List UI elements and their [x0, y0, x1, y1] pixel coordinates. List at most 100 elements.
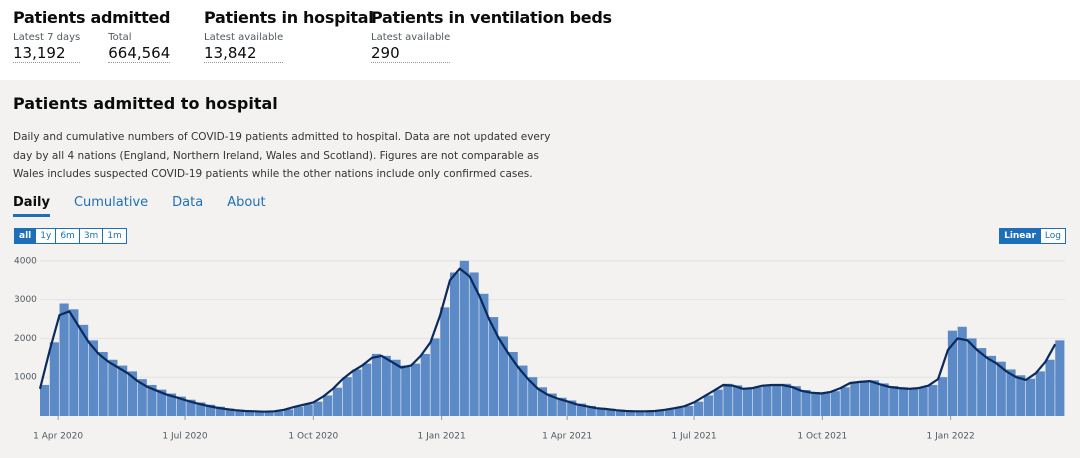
- headline-title: Patients admitted: [13, 8, 171, 27]
- headline-item: Latest 7 days 13,192: [13, 27, 81, 63]
- tab[interactable]: Cumulative: [73, 195, 149, 210]
- bar: [440, 307, 450, 416]
- bar: [284, 409, 294, 416]
- tab[interactable]: Data: [172, 195, 204, 210]
- bar: [918, 387, 928, 416]
- headline-item: Latest available 290: [371, 27, 451, 63]
- bar: [625, 410, 635, 416]
- headline-label: Latest available: [204, 32, 284, 43]
- x-tick-label: 1 Apr 2020: [33, 432, 83, 442]
- bar: [264, 411, 274, 416]
- bar: [342, 377, 352, 416]
- bar: [557, 397, 567, 416]
- bar: [69, 309, 79, 416]
- average-line: [38, 267, 1057, 413]
- bar: [713, 389, 723, 416]
- bar: [205, 404, 216, 416]
- x-tick-label: 1 Apr 2021: [542, 432, 592, 442]
- bar: [850, 381, 860, 416]
- range-button[interactable]: 6m: [55, 228, 80, 244]
- y-tick-label: 1000: [14, 373, 37, 383]
- bar: [147, 384, 157, 416]
- bar: [401, 365, 411, 416]
- bar: [498, 336, 508, 416]
- headline-group: Patients admitted Latest 7 days 13,192 Tota…: [13, 8, 198, 63]
- bar: [791, 386, 801, 416]
- bar: [596, 407, 606, 416]
- bar: [88, 340, 98, 416]
- bar: [137, 379, 147, 416]
- bar: [811, 391, 821, 416]
- bar: [733, 385, 743, 416]
- bar: [674, 407, 684, 416]
- bar: [645, 411, 655, 416]
- bar: [479, 293, 489, 416]
- bar: [820, 392, 831, 416]
- range-button[interactable]: 1m: [102, 228, 127, 244]
- bar: [938, 377, 948, 416]
- bar: [489, 317, 499, 416]
- headline-group: Patients in hospital Latest available 13,8…: [204, 8, 374, 63]
- bar: [459, 260, 469, 416]
- bar: [977, 348, 987, 416]
- bar: [235, 409, 245, 416]
- bar: [108, 359, 118, 416]
- bar: [860, 380, 870, 416]
- bar: [352, 369, 362, 416]
- bar: [518, 365, 528, 416]
- bar: [762, 384, 772, 416]
- bar: [635, 411, 645, 416]
- y-tick-label: 3000: [14, 295, 37, 305]
- bar: [381, 355, 391, 416]
- bar: [723, 383, 733, 416]
- range-button[interactable]: 3m: [78, 228, 104, 244]
- bar: [420, 353, 430, 416]
- headline-title: Patients in ventilation beds: [371, 8, 612, 27]
- bar: [947, 330, 958, 416]
- bar: [772, 384, 782, 416]
- bar: [986, 355, 997, 416]
- y-tick-label: 4000: [14, 256, 37, 266]
- bar: [225, 408, 235, 416]
- bar: [469, 272, 479, 416]
- x-tick-label: 1 Jul 2021: [671, 432, 716, 442]
- bar: [889, 386, 899, 416]
- scale-button[interactable]: Log: [1039, 228, 1066, 244]
- bar: [430, 338, 440, 416]
- headline-title: Patients in hospital: [204, 8, 374, 27]
- bar: [450, 272, 460, 416]
- range-button[interactable]: all: [14, 228, 37, 244]
- bar: [79, 324, 89, 416]
- bar: [967, 338, 977, 416]
- bar: [869, 380, 879, 416]
- bar: [1045, 359, 1055, 416]
- tab[interactable]: Daily: [13, 195, 50, 217]
- bar: [313, 401, 323, 416]
- x-tick-label: 1 Jan 2021: [418, 432, 466, 442]
- bar: [254, 411, 264, 416]
- bar: [547, 393, 557, 416]
- scale-button[interactable]: Linear: [999, 228, 1041, 244]
- bar: [157, 389, 167, 416]
- y-tick-label: 2000: [14, 334, 37, 344]
- bar: [528, 377, 538, 416]
- bar: [40, 384, 50, 416]
- bar: [1016, 375, 1026, 416]
- bar: [59, 303, 69, 416]
- bar: [567, 400, 577, 416]
- bar: [908, 388, 918, 416]
- bar: [293, 406, 303, 416]
- headline-value: 13,192: [13, 44, 81, 63]
- range-button[interactable]: 1y: [35, 228, 57, 244]
- bar: [410, 363, 421, 416]
- x-tick-label: 1 Jan 2022: [927, 432, 975, 442]
- x-tick-label: 1 Jul 2020: [162, 432, 207, 442]
- bar: [196, 402, 206, 416]
- bar: [840, 387, 850, 416]
- tab[interactable]: About: [227, 195, 266, 210]
- bar: [118, 365, 128, 416]
- chart: 1000 2000 3000 4000 1 Apr 2020 1 Jul 2020 1 Oc…: [14, 256, 1065, 442]
- bar: [694, 401, 704, 416]
- bar: [332, 387, 343, 416]
- bar: [215, 406, 225, 416]
